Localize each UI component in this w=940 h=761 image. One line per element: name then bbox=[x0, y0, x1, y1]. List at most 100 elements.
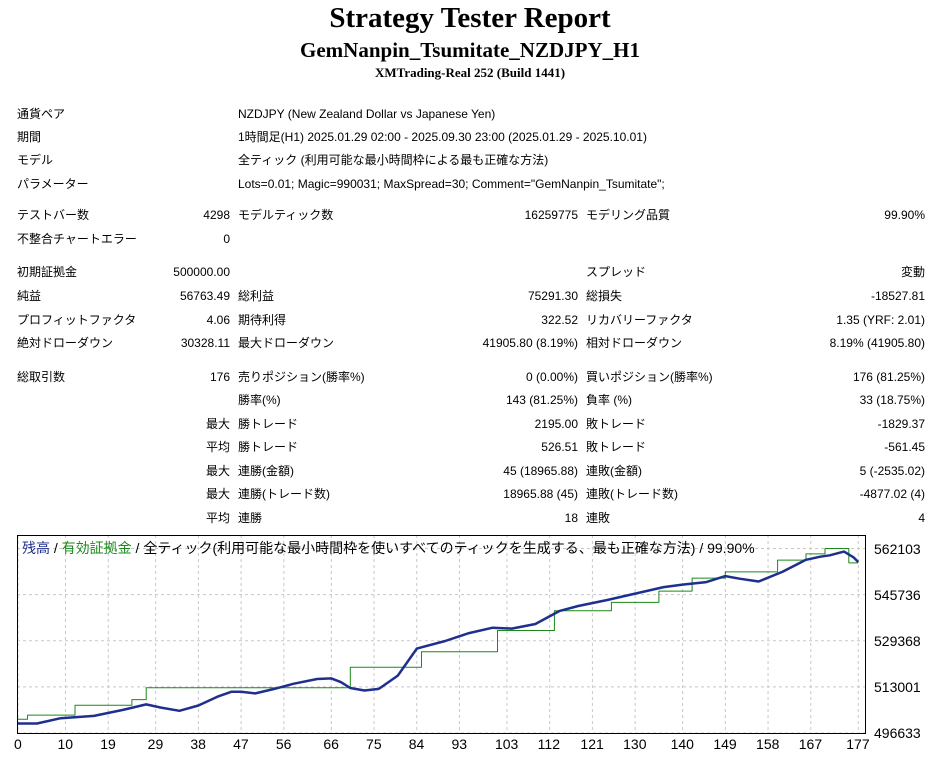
average-loss-value: -561.45 bbox=[884, 440, 925, 454]
max-drawdown-label: 最大ドローダウン bbox=[238, 336, 335, 350]
x-tick-label: 47 bbox=[233, 736, 249, 752]
quality-value: 99.90% bbox=[884, 208, 925, 222]
recovery-factor-label: リカバリーファクタ bbox=[586, 313, 693, 327]
profit-factor-value: 4.06 bbox=[206, 313, 230, 327]
x-tick-label: 140 bbox=[670, 736, 694, 752]
net-profit-label: 純益 bbox=[17, 289, 42, 303]
largest-loss-label: 敗トレード bbox=[586, 417, 647, 431]
y-tick-label: 513001 bbox=[874, 678, 921, 695]
y-tick-label: 545736 bbox=[874, 586, 921, 603]
x-tick-label: 0 bbox=[14, 736, 22, 752]
x-tick-label: 158 bbox=[756, 736, 780, 752]
consec-wins-money-label: 連勝(金額) bbox=[238, 464, 294, 478]
net-profit-value: 56763.49 bbox=[179, 289, 230, 303]
x-tick-label: 149 bbox=[713, 736, 737, 752]
bars-label: テストバー数 bbox=[17, 208, 90, 222]
legend-balance: 残高 bbox=[22, 540, 50, 556]
average-consec-label: 平均 bbox=[205, 511, 230, 525]
recovery-factor-value: 1.35 (YRF: 2.01) bbox=[836, 313, 925, 327]
loss-rate-value: 33 (18.75%) bbox=[859, 393, 925, 407]
total-trades-value: 176 bbox=[209, 370, 230, 384]
expected-payoff-label: 期待利得 bbox=[238, 313, 287, 327]
win-rate-value: 143 (81.25%) bbox=[505, 393, 578, 407]
consec-losses-count-value: -4877.02 (4) bbox=[859, 487, 925, 501]
avg-consec-losses-value: 4 bbox=[918, 511, 925, 525]
absolute-drawdown-label: 絶対ドローダウン bbox=[17, 336, 114, 350]
mismatch-value: 0 bbox=[223, 232, 230, 246]
x-tick-label: 112 bbox=[537, 736, 560, 752]
params-label: パラメーター bbox=[17, 177, 89, 191]
largest-win-value: 2195.00 bbox=[534, 417, 578, 431]
expected-payoff-value: 322.52 bbox=[541, 313, 578, 327]
gross-loss-label: 総損失 bbox=[586, 289, 623, 303]
x-tick-label: 103 bbox=[494, 736, 519, 752]
x-tick-label: 19 bbox=[100, 736, 116, 752]
symbol-label: 通貨ペア bbox=[17, 107, 66, 121]
chart-frame bbox=[17, 535, 866, 734]
short-positions-label: 売りポジション(勝率%) bbox=[238, 370, 365, 384]
avg-consec-losses-label: 連敗 bbox=[586, 511, 611, 525]
report-title: Strategy Tester Report bbox=[329, 2, 611, 34]
balance-line bbox=[18, 550, 860, 725]
model-value: 全ティック (利用可能な最小時間枠による最も正確な方法) bbox=[238, 153, 549, 167]
period-value: 1時間足(H1) 2025.01.29 02:00 - 2025.09.30 2… bbox=[238, 130, 647, 144]
relative-drawdown-label: 相対ドローダウン bbox=[586, 336, 683, 350]
long-positions-label: 買いポジション(勝率%) bbox=[586, 370, 713, 384]
chart-legend: 残高 / 有効証拠金 / 全ティック(利用可能な最小時間枠を使いすべてのティック… bbox=[22, 540, 755, 556]
consec-losses-count-label: 連敗(トレード数) bbox=[586, 487, 678, 501]
spread-label: スプレッド bbox=[586, 265, 647, 279]
y-tick-label: 529368 bbox=[874, 632, 921, 649]
x-tick-label: 121 bbox=[580, 736, 604, 752]
x-tick-label: 10 bbox=[57, 736, 74, 752]
x-tick-label: 29 bbox=[147, 736, 164, 752]
x-tick-label: 167 bbox=[798, 736, 823, 752]
server-info: XMTrading-Real 252 (Build 1441) bbox=[374, 65, 566, 80]
x-tick-label: 75 bbox=[366, 736, 382, 752]
average-win-label: 勝トレード bbox=[238, 440, 299, 454]
report-subtitle: GemNanpin_Tsumitate_NZDJPY_H1 bbox=[300, 38, 640, 62]
params-value: Lots=0.01; Magic=990031; MaxSpread=30; C… bbox=[238, 177, 665, 191]
ticks-value: 16259775 bbox=[524, 208, 578, 222]
largest-loss-value: -1829.37 bbox=[877, 417, 925, 431]
y-tick-label: 496633 bbox=[874, 725, 921, 741]
profit-factor-label: プロフィットファクタ bbox=[17, 313, 137, 327]
x-tick-label: 130 bbox=[623, 736, 647, 752]
largest-win-label: 勝トレード bbox=[238, 417, 299, 431]
x-tick-label: 56 bbox=[275, 736, 292, 752]
avg-consec-wins-label: 連勝 bbox=[238, 511, 263, 525]
consec-losses-money-value: 5 (-2535.02) bbox=[859, 464, 925, 478]
y-tick-label: 562103 bbox=[874, 540, 921, 557]
deposit-value: 500000.00 bbox=[173, 265, 230, 279]
balance-chart bbox=[17, 535, 866, 734]
x-tick-label: 93 bbox=[451, 736, 468, 752]
quality-label: モデリング品質 bbox=[586, 208, 671, 222]
max-drawdown-value: 41905.80 (8.19%) bbox=[482, 336, 578, 350]
legend-sep: / bbox=[50, 540, 62, 556]
mismatch-label: 不整合チャートエラー bbox=[17, 232, 137, 246]
spread-value: 変動 bbox=[900, 265, 925, 279]
legend-equity: 有効証拠金 bbox=[61, 540, 132, 556]
gross-profit-label: 総利益 bbox=[238, 289, 275, 303]
largest-label: 最大 bbox=[205, 417, 230, 431]
avg-consec-wins-value: 18 bbox=[564, 511, 578, 525]
ticks-label: モデルティック数 bbox=[238, 208, 334, 222]
consec-wins-count-value: 18965.88 (45) bbox=[503, 487, 578, 501]
loss-rate-label: 負率 (%) bbox=[586, 393, 632, 407]
average-label: 平均 bbox=[205, 440, 230, 454]
total-trades-label: 総取引数 bbox=[17, 370, 66, 384]
period-label: 期間 bbox=[17, 130, 42, 144]
symbol-value: NZDJPY (New Zealand Dollar vs Japanese Y… bbox=[238, 107, 496, 121]
average-loss-label: 敗トレード bbox=[586, 440, 647, 454]
model-label: モデル bbox=[17, 153, 54, 167]
gross-loss-value: -18527.81 bbox=[870, 289, 925, 303]
consec-losses-money-label: 連敗(金額) bbox=[586, 464, 642, 478]
short-positions-value: 0 (0.00%) bbox=[525, 370, 578, 384]
x-tick-label: 66 bbox=[323, 736, 339, 752]
bars-value: 4298 bbox=[203, 208, 230, 222]
maximal-label: 最大 bbox=[205, 487, 230, 501]
consec-wins-count-label: 連勝(トレード数) bbox=[238, 487, 330, 501]
legend-description: / 全ティック(利用可能な最小時間枠を使いすべてのティックを生成する、最も正確な… bbox=[131, 540, 755, 556]
chart-series bbox=[18, 548, 860, 725]
deposit-label: 初期証拠金 bbox=[17, 265, 78, 279]
gross-profit-value: 75291.30 bbox=[527, 289, 578, 303]
